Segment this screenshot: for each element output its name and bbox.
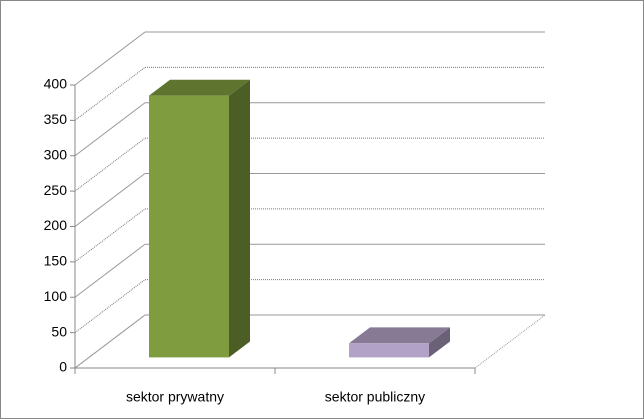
y-tick-label: 350 (44, 111, 68, 127)
grid-line-side (74, 173, 146, 227)
grid-line-side (74, 66, 146, 121)
y-tick-label: 250 (44, 182, 68, 198)
y-tick-label: 50 (51, 323, 67, 339)
grid-line-side (74, 243, 146, 298)
bar-top (349, 327, 450, 344)
bar-top (149, 79, 250, 96)
grid-line-side (74, 102, 146, 157)
y-tick-label: 200 (44, 217, 68, 233)
y-tick-label: 100 (44, 288, 68, 304)
y-tick-label: 150 (44, 253, 68, 269)
grid-line-side (74, 208, 146, 263)
y-tick-label: 0 (59, 359, 67, 375)
bar-side (229, 79, 250, 358)
y-tick-label: 300 (44, 146, 68, 162)
x-tick-label: sektor prywatny (126, 389, 224, 405)
bar-side (429, 327, 450, 358)
grid-line-side (74, 314, 146, 369)
bar (349, 343, 429, 358)
grid-line-side (74, 31, 146, 86)
bar (149, 95, 229, 358)
grid-line-side (74, 279, 146, 334)
y-tick-label: 400 (44, 76, 68, 92)
grid-line-side (74, 137, 146, 192)
x-tick-label: sektor publiczny (325, 389, 425, 405)
